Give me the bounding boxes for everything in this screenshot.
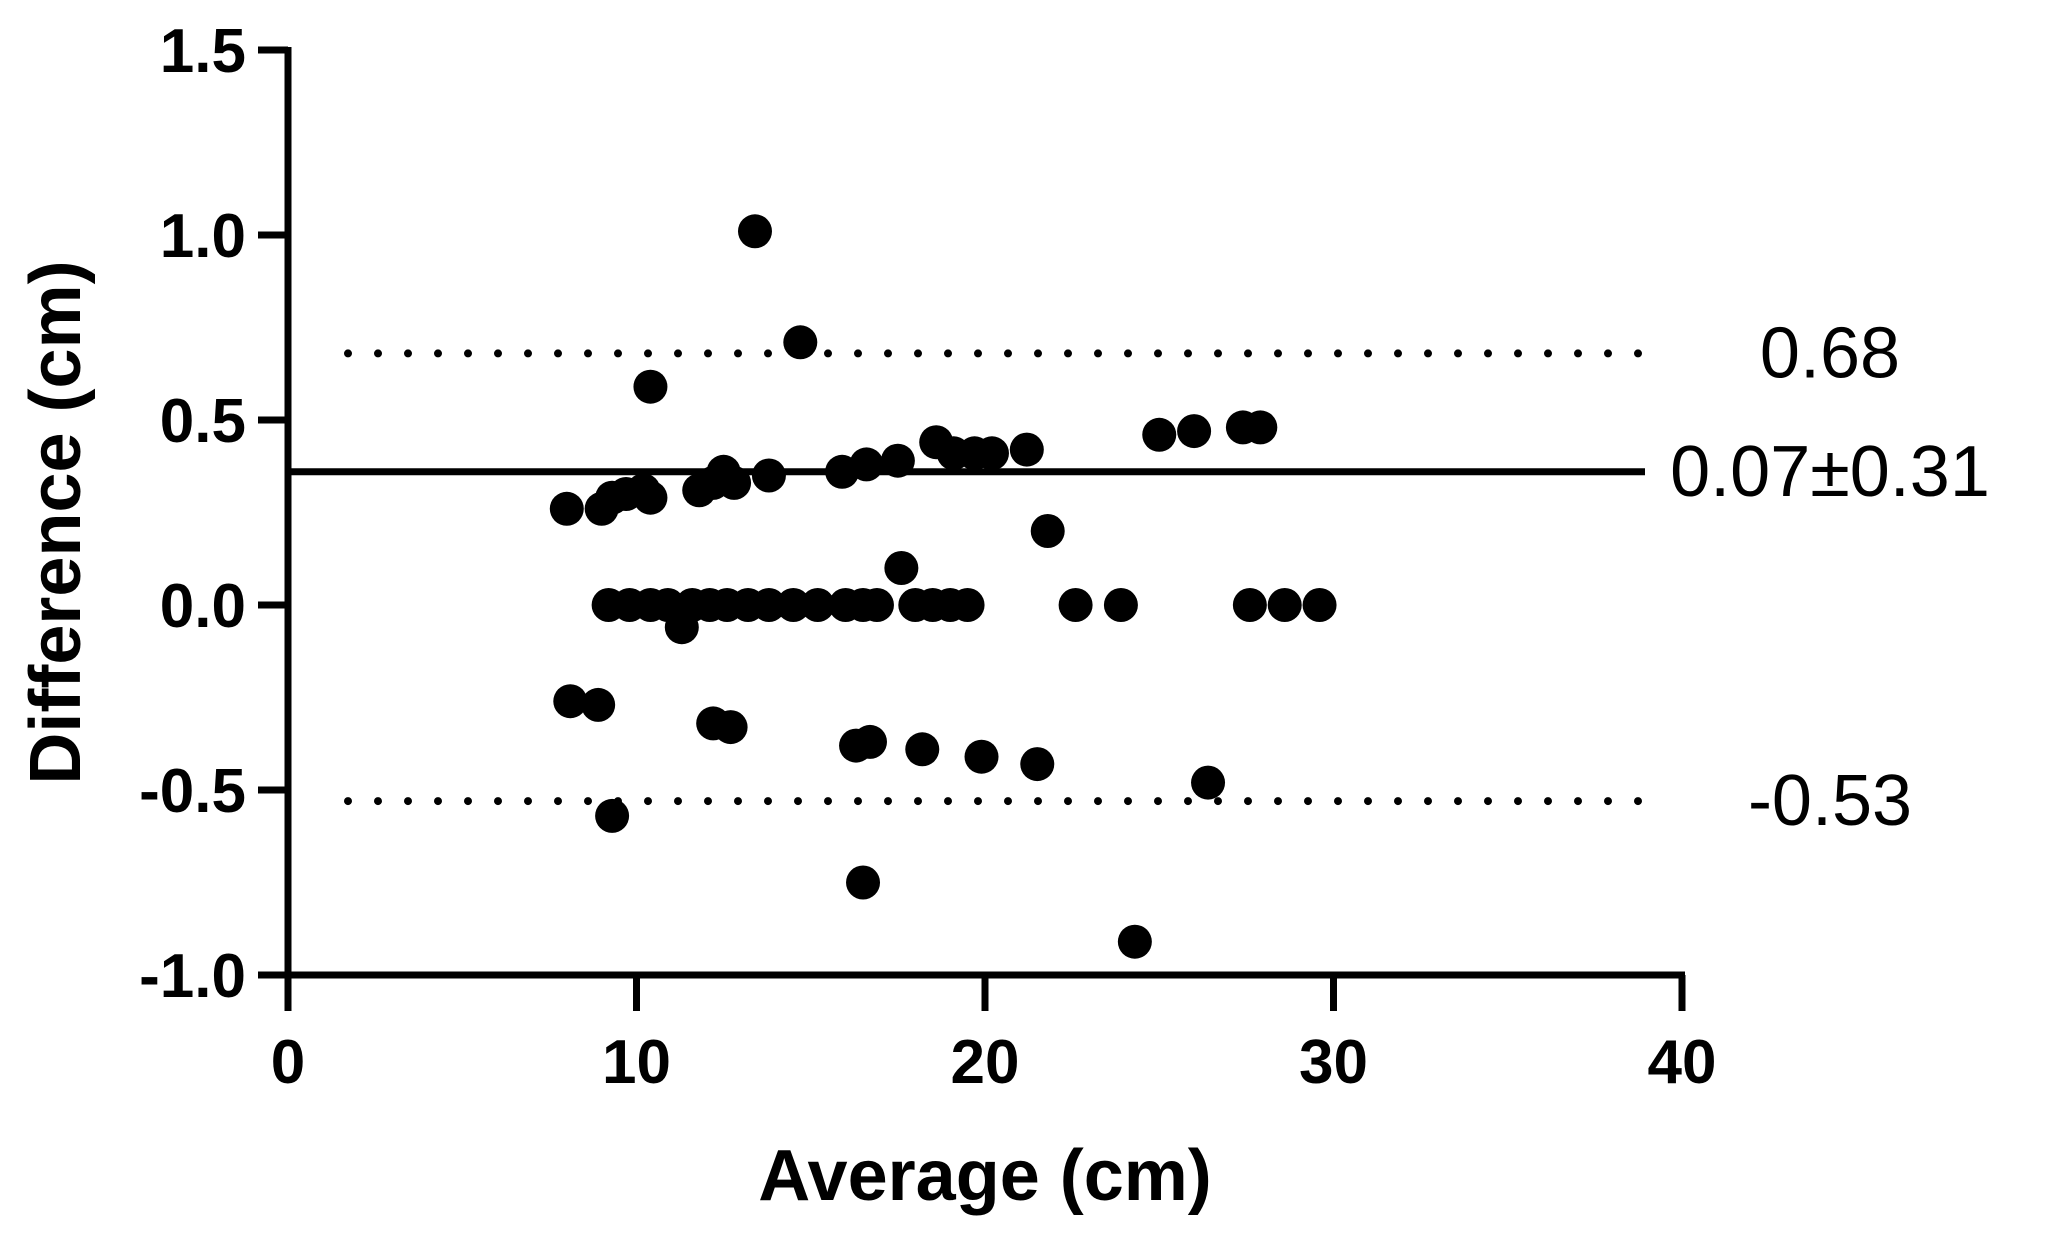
- y-tick-label: 1.0: [160, 202, 246, 271]
- data-point: [800, 588, 835, 622]
- y-tick-label: 0.0: [160, 572, 246, 641]
- data-point: [1058, 588, 1093, 622]
- data-point: [964, 739, 999, 774]
- reference-line-label: 0.68: [1760, 313, 1900, 393]
- y-tick-label: -0.5: [139, 757, 246, 826]
- data-point: [884, 551, 919, 585]
- data-point: [1243, 410, 1278, 445]
- data-point: [846, 865, 881, 900]
- data-point: [1142, 417, 1177, 452]
- data-point: [859, 588, 894, 622]
- data-point: [1267, 588, 1302, 622]
- x-tick-label: 40: [1648, 1028, 1717, 1097]
- data-point: [751, 588, 786, 622]
- reference-lines: [288, 349, 1649, 806]
- x-tick-label: 20: [951, 1028, 1020, 1097]
- data-point: [849, 447, 884, 482]
- data-point: [717, 465, 752, 500]
- data-points: [549, 214, 1337, 959]
- data-point: [1117, 924, 1152, 959]
- data-point: [595, 798, 630, 833]
- data-point: [776, 588, 811, 622]
- data-point: [581, 687, 616, 722]
- data-point: [664, 610, 699, 645]
- data-point: [737, 214, 772, 249]
- data-point: [880, 443, 915, 478]
- data-point: [1009, 432, 1044, 467]
- x-ticks: 0 10 20 30 40: [271, 975, 1717, 1097]
- x-tick-label: 30: [1299, 1028, 1368, 1097]
- data-point: [633, 369, 668, 404]
- data-point: [1302, 588, 1337, 622]
- data-point: [905, 732, 940, 767]
- reference-line-labels: 0.68 0.07±0.31 -0.53: [1670, 313, 1990, 841]
- data-point: [950, 588, 985, 622]
- data-point: [852, 724, 887, 759]
- data-point: [549, 491, 584, 526]
- reference-line-label: -0.53: [1748, 761, 1912, 841]
- x-tick-label: 0: [271, 1028, 305, 1097]
- y-tick-label: 1.5: [160, 17, 246, 86]
- reference-line-label: 0.07±0.31: [1670, 432, 1990, 512]
- data-point: [783, 325, 818, 360]
- data-point: [713, 710, 748, 745]
- y-ticks: -1.0 -0.5 0.0 0.5 1.0 1.5: [139, 17, 288, 1011]
- x-tick-label: 10: [602, 1028, 671, 1097]
- y-tick-label: -1.0: [139, 942, 246, 1011]
- axes: [284, 47, 1685, 979]
- y-axis-title: Difference (cm): [16, 260, 96, 784]
- data-point: [1020, 747, 1055, 782]
- data-point: [751, 458, 786, 493]
- y-tick-label: 0.5: [160, 387, 246, 456]
- data-point: [1030, 514, 1065, 548]
- data-point: [553, 684, 588, 719]
- x-axis-title: Average (cm): [758, 1136, 1212, 1216]
- data-point: [1232, 588, 1267, 622]
- data-point: [1103, 588, 1138, 622]
- data-point: [974, 436, 1009, 471]
- data-point: [1177, 414, 1212, 449]
- data-point: [633, 480, 668, 515]
- data-point: [1191, 765, 1226, 800]
